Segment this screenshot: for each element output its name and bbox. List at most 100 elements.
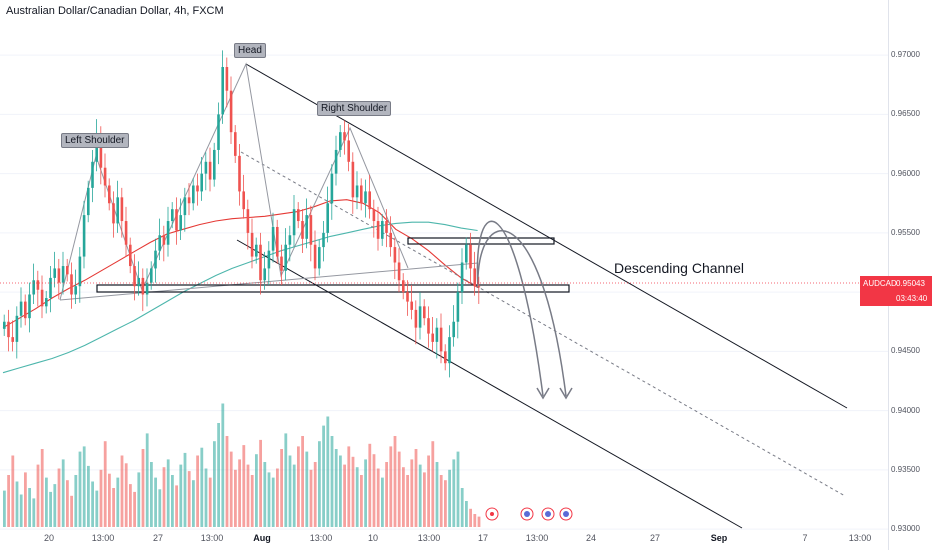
candle <box>360 185 363 204</box>
candle <box>129 244 132 267</box>
projection-arc-2[interactable] <box>477 230 567 397</box>
candle <box>469 244 472 269</box>
price-tick: 0.94000 <box>891 405 920 415</box>
bar-countdown: 03:43:40 <box>896 294 928 303</box>
candle <box>465 244 468 263</box>
volume-bar <box>318 441 321 527</box>
candle <box>15 315 19 342</box>
ma-slow-line <box>2 221 478 374</box>
volume-bar <box>271 477 275 527</box>
candle <box>313 244 317 269</box>
volume-bar <box>255 454 258 527</box>
candle <box>364 191 367 204</box>
volume-bar <box>280 449 283 527</box>
candle <box>99 135 103 168</box>
volume-bars <box>3 403 481 527</box>
volume-bar <box>465 501 468 527</box>
candle <box>284 244 287 271</box>
candle <box>103 167 107 186</box>
left-shoulder-label[interactable]: Left Shoulder <box>61 133 129 148</box>
candle <box>179 215 182 231</box>
candle <box>229 90 233 133</box>
volume-bar <box>57 468 61 527</box>
candle <box>78 256 82 287</box>
volume-bar <box>150 462 153 527</box>
volume-bar <box>477 516 481 527</box>
channel-upper-line[interactable] <box>245 63 848 409</box>
descending-channel-label[interactable]: Descending Channel <box>614 260 744 276</box>
volume-bar <box>414 449 418 527</box>
volume-bar <box>326 416 330 527</box>
volume-bar <box>49 491 52 527</box>
head-label[interactable]: Head <box>234 43 266 58</box>
volume-bar <box>221 403 225 527</box>
candle <box>108 185 111 204</box>
candle <box>53 268 56 278</box>
candle <box>318 247 321 269</box>
candle <box>225 67 229 91</box>
volume-bar <box>196 455 199 527</box>
candle <box>7 321 10 338</box>
volume-bar <box>397 451 401 527</box>
resistance-rectangle[interactable] <box>407 237 555 245</box>
candle <box>381 221 384 239</box>
volume-bar <box>406 475 409 527</box>
candle <box>3 321 6 329</box>
chart-title: Australian Dollar/Canadian Dollar, 4h, F… <box>6 5 224 17</box>
volume-bar <box>381 477 384 527</box>
volume-bar <box>213 441 216 527</box>
candle <box>452 321 455 338</box>
channel-midline[interactable] <box>240 151 846 497</box>
volume-bar <box>66 480 69 527</box>
time-tick: 13:00 <box>848 533 872 543</box>
time-tick: 7 <box>802 533 808 543</box>
time-tick: 13:00 <box>91 533 115 543</box>
candle <box>267 250 271 269</box>
candle <box>11 337 14 342</box>
candle <box>334 149 338 174</box>
candle <box>19 301 23 316</box>
time-tick: 13:00 <box>525 533 549 543</box>
volume-bar <box>141 449 145 527</box>
projection-arc-1[interactable] <box>476 220 544 397</box>
right-shoulder-label[interactable]: Right Shoulder <box>317 101 392 116</box>
candle <box>40 289 44 307</box>
volume-bar <box>418 464 422 527</box>
volume-bar <box>53 484 57 527</box>
candle <box>145 282 149 295</box>
candle <box>255 244 258 257</box>
volume-bar <box>78 451 82 527</box>
volume-bar <box>124 463 128 527</box>
volume-bar <box>171 475 174 527</box>
candle <box>217 114 220 150</box>
candle <box>112 203 115 224</box>
volume-bar <box>154 477 157 527</box>
volume-bar <box>473 514 477 527</box>
volume-bar <box>368 443 372 527</box>
price-tick: 0.96500 <box>891 109 920 119</box>
candle <box>271 226 275 251</box>
volume-bar <box>469 508 472 527</box>
volume-bar <box>108 473 111 527</box>
candle <box>74 286 77 295</box>
channel-lower-line[interactable] <box>236 239 743 529</box>
candle <box>250 232 254 257</box>
volume-bar <box>330 436 334 527</box>
volume-bar <box>15 481 19 527</box>
candle <box>393 247 397 263</box>
volume-bar <box>351 456 355 527</box>
price-tick: 0.96000 <box>891 168 920 178</box>
candle <box>28 294 31 319</box>
volume-bar <box>360 475 363 527</box>
volume-bar <box>427 455 430 527</box>
volume-bar <box>112 488 115 527</box>
support-rectangle[interactable] <box>96 284 570 293</box>
volume-bar <box>372 454 376 527</box>
candle <box>49 277 52 299</box>
candle <box>448 337 451 364</box>
volume-bar <box>288 455 292 527</box>
candle <box>431 333 434 342</box>
price-axis[interactable] <box>888 0 932 550</box>
candle <box>343 132 346 141</box>
